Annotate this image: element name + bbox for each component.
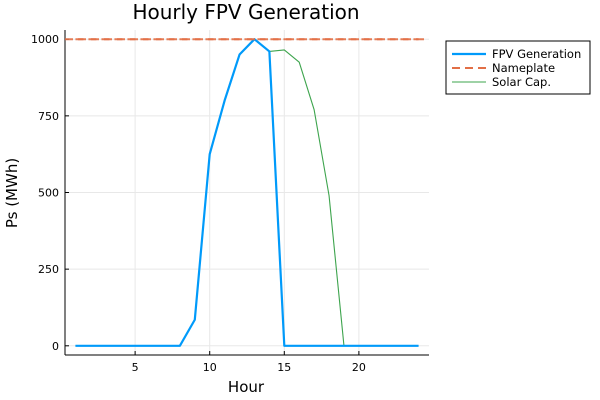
y-tick-label: 1000 bbox=[31, 33, 59, 46]
x-axis-label: Hour bbox=[228, 378, 265, 396]
x-tick-label: 20 bbox=[352, 361, 366, 374]
fpv-generation-line bbox=[75, 38, 419, 347]
y-tick-label: 750 bbox=[38, 110, 59, 123]
y-tick-label: 250 bbox=[38, 263, 59, 276]
legend-label: Solar Cap. bbox=[492, 75, 551, 89]
y-tick-label: 0 bbox=[52, 340, 59, 353]
x-tick-label: 10 bbox=[203, 361, 217, 374]
y-tick-label: 500 bbox=[38, 187, 59, 200]
x-tick-label: 5 bbox=[132, 361, 139, 374]
y-axis-label: Ps (MWh) bbox=[3, 158, 21, 228]
legend-label: Nameplate bbox=[492, 61, 555, 75]
ticks: 5 10 15 20 0 250 500 750 1000 bbox=[31, 33, 366, 374]
x-tick-label: 15 bbox=[277, 361, 291, 374]
legend-label: FPV Generation bbox=[492, 47, 581, 61]
grid bbox=[65, 30, 429, 355]
series-group bbox=[65, 38, 429, 347]
chart-title: Hourly FPV Generation bbox=[132, 0, 359, 24]
